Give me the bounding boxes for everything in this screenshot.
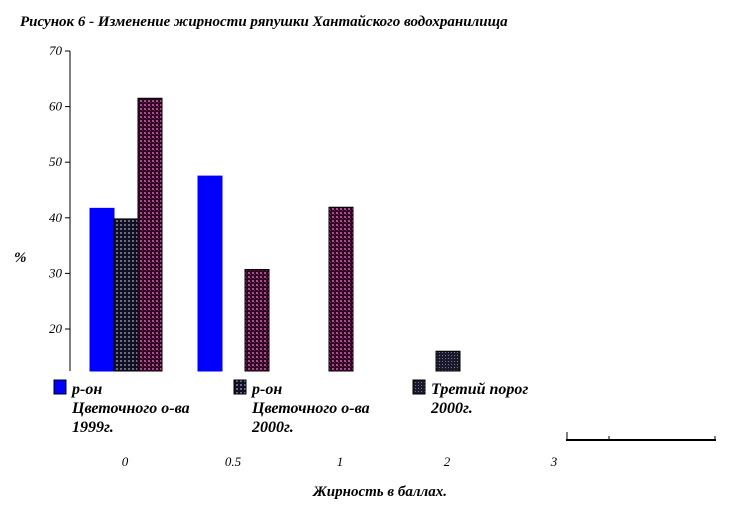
- legend: р-он Цветочного о-ва 1999г. р-он Цветочного …: [53, 379, 528, 436]
- y-axis-label: %: [14, 250, 27, 266]
- legend-entry-text: Цветочного о-ва: [71, 400, 190, 417]
- x-tick-label: 3: [550, 454, 558, 469]
- x-tick-labels: 0 0.5 1 2 3: [122, 454, 558, 469]
- bar: [137, 97, 163, 372]
- bar: [113, 218, 139, 372]
- legend-entry-text: 1999г.: [72, 419, 114, 436]
- legend-entry-text: Цветочного о-ва: [251, 400, 370, 417]
- x-tick-label: 2: [444, 454, 451, 469]
- legend-swatch: [412, 379, 426, 395]
- bar: [244, 269, 270, 372]
- x-tick-label: 0: [122, 454, 129, 469]
- y-tick-label: 50: [49, 154, 63, 169]
- y-tick-label: 70: [49, 43, 63, 58]
- bar: [328, 206, 354, 372]
- bar: [197, 175, 223, 372]
- y-tick-label: 30: [48, 265, 63, 280]
- legend-entry-text: 2000г.: [251, 419, 294, 436]
- y-axis: 20 30 40 50 60 70: [48, 43, 71, 371]
- bars: [89, 97, 461, 372]
- y-tick-label: 60: [49, 99, 63, 114]
- legend-entry-text: р-он: [70, 381, 102, 398]
- bar: [89, 207, 115, 372]
- y-tick-label: 40: [49, 210, 63, 225]
- legend-swatch: [233, 379, 247, 395]
- legend-entry-text: р-он: [250, 381, 282, 398]
- legend-entry-text: Третий порог: [431, 381, 528, 398]
- chart-title: Рисунок 6 - Изменение жирности ряпушки Х…: [20, 14, 508, 30]
- x-axis-label: Жирность в баллах.: [312, 484, 447, 500]
- x-tick-label: 1: [337, 454, 344, 469]
- x-tick-label: 0.5: [225, 454, 242, 469]
- y-tick-label: 20: [49, 321, 63, 336]
- legend-entry-text: 2000г.: [430, 400, 473, 417]
- x-axis-line: [566, 432, 716, 441]
- legend-swatch: [53, 379, 67, 395]
- bar: [435, 350, 461, 372]
